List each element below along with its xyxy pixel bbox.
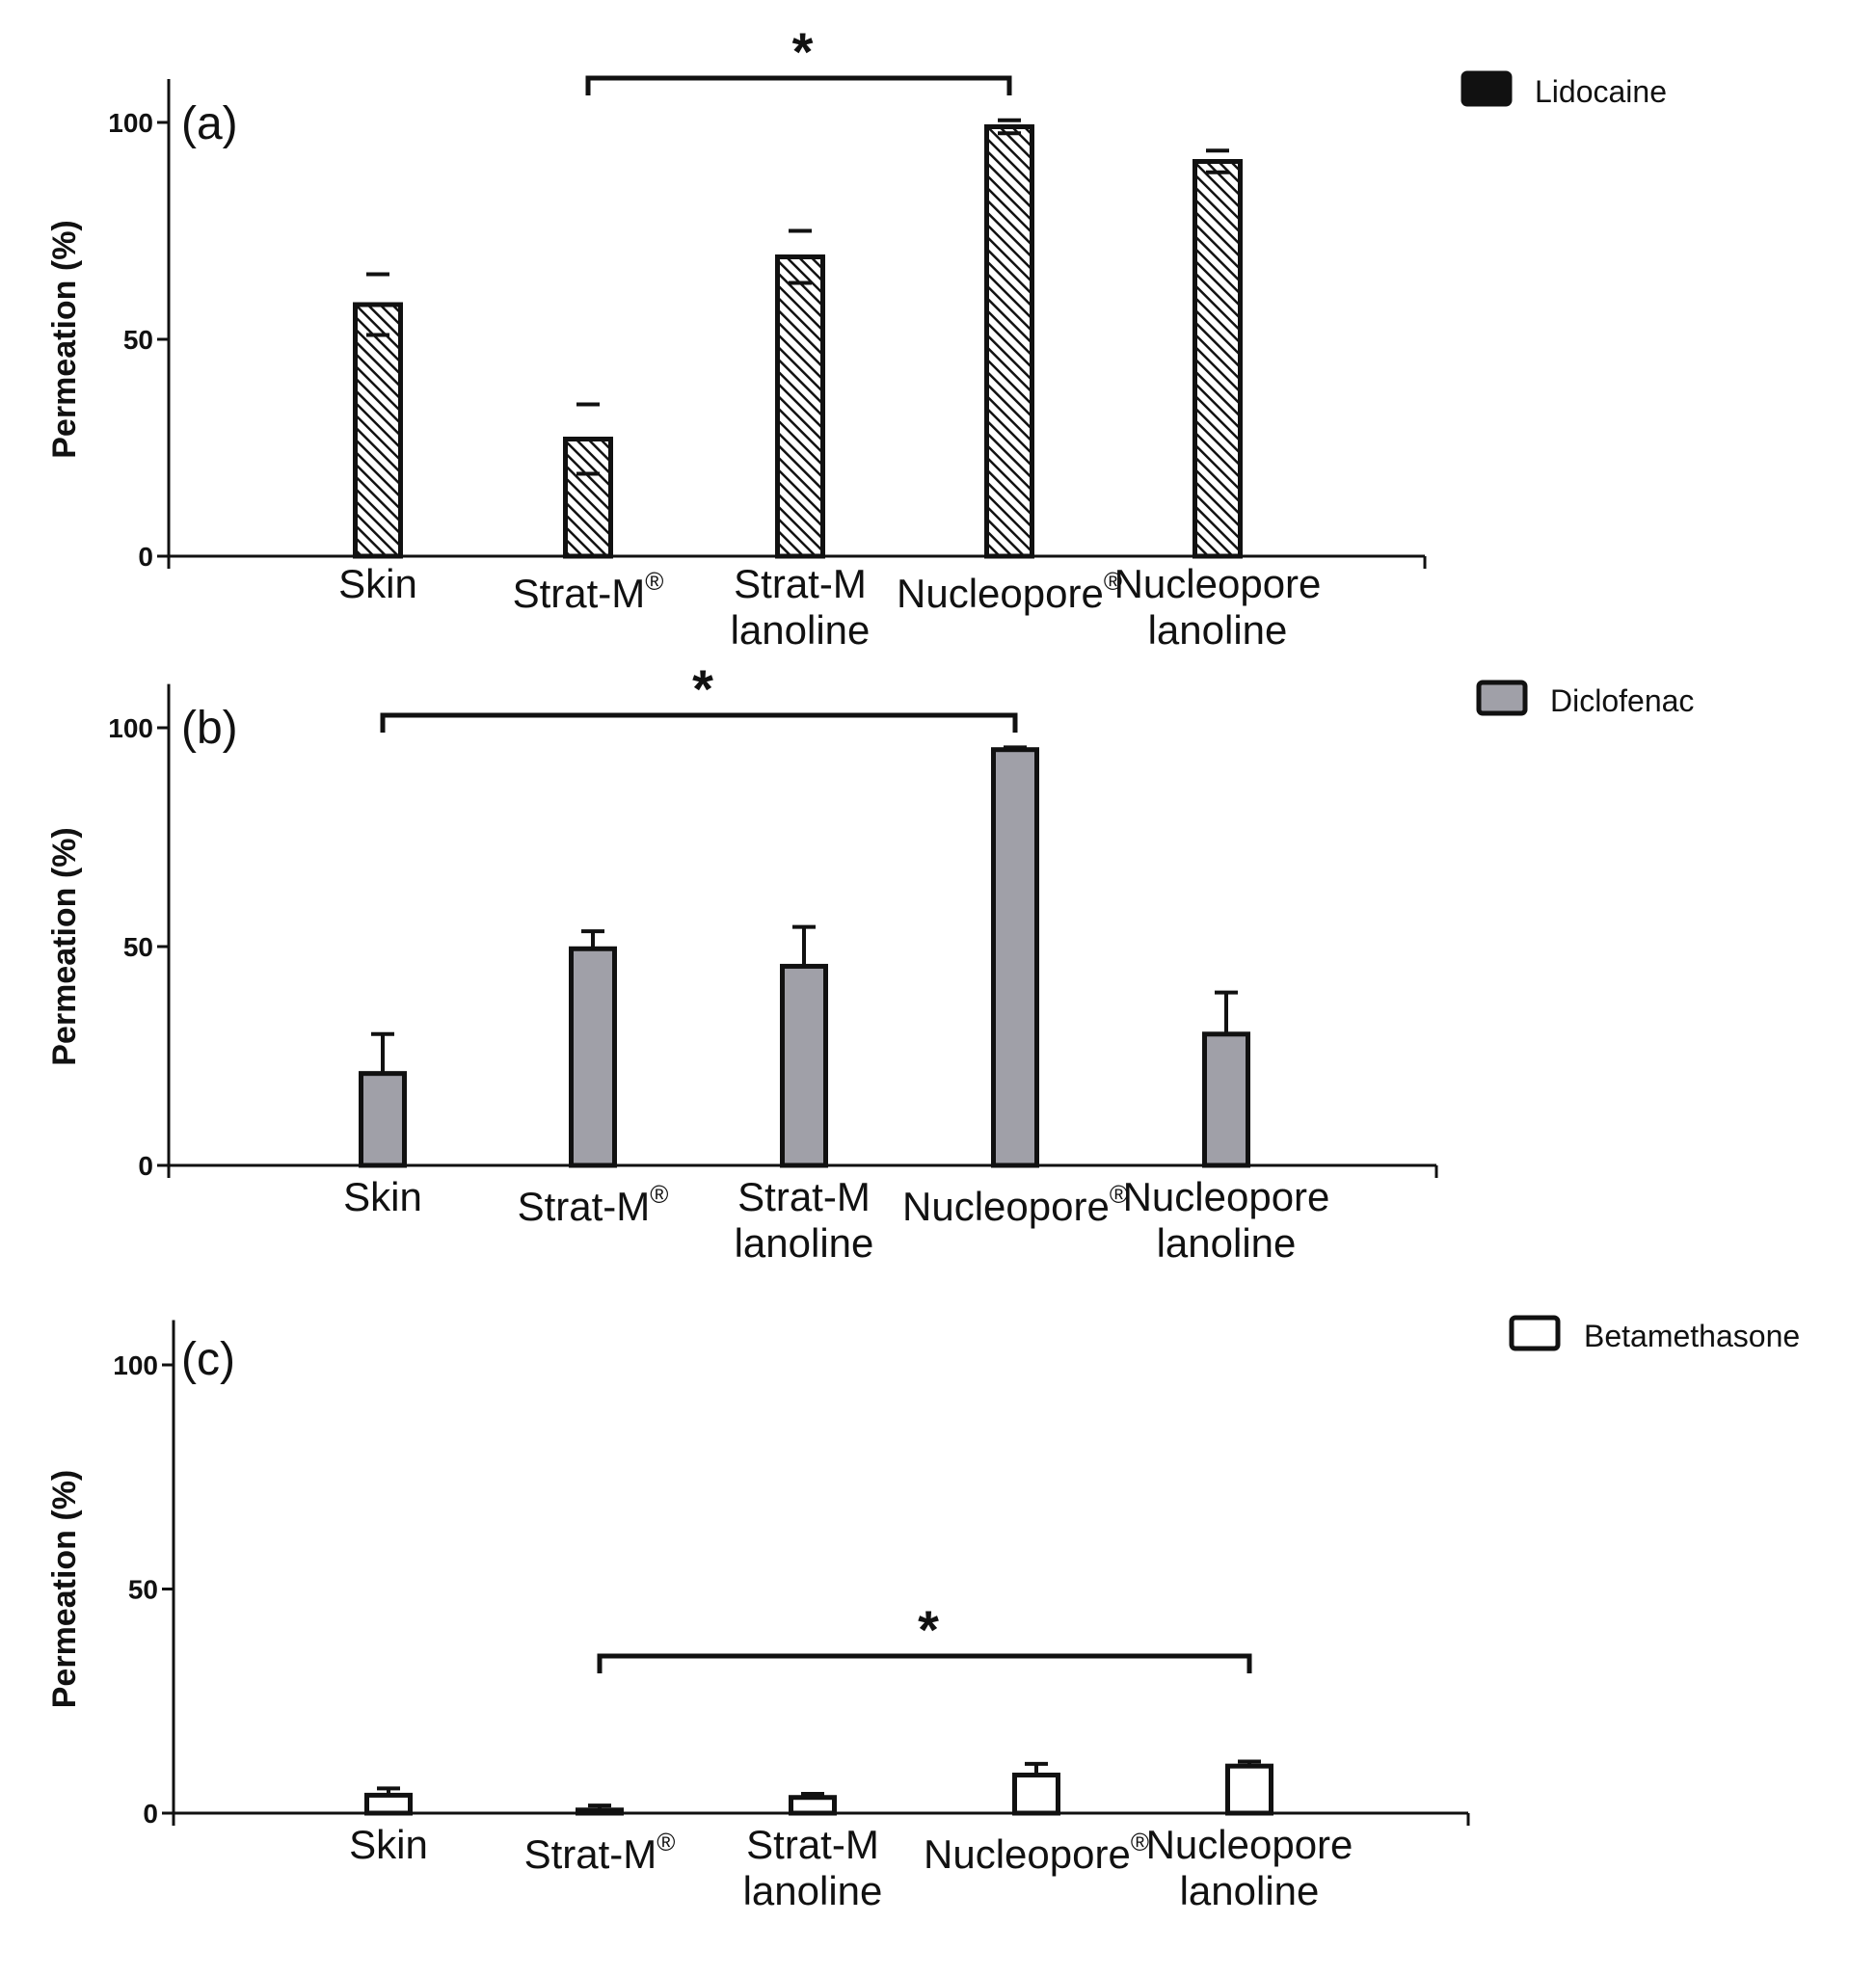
y-axis-label: Permeation (%) xyxy=(46,827,83,1066)
y-axis-label: Permeation (%) xyxy=(46,220,83,459)
legend-label: Diclofenac xyxy=(1550,683,1694,718)
x-category-label: Strat-M® xyxy=(513,567,664,616)
x-category-label-line2: lanoline xyxy=(731,607,871,653)
x-category-label: Nucleopore® xyxy=(924,1828,1149,1877)
x-category-label: Nucleopore xyxy=(1114,561,1322,606)
y-tick-label: 100 xyxy=(108,713,153,743)
x-category-label: Nucleopore xyxy=(1123,1174,1330,1219)
y-tick-label: 0 xyxy=(138,1151,153,1181)
x-category-label-line2: lanoline xyxy=(735,1220,874,1266)
panel-label: (b) xyxy=(181,703,238,754)
category-superscript: ® xyxy=(1110,1180,1128,1209)
panel-label: (a) xyxy=(181,98,238,149)
bar xyxy=(563,437,613,559)
x-category-label: Skin xyxy=(343,1174,422,1219)
bar xyxy=(775,254,825,559)
bar xyxy=(1193,159,1243,559)
bar xyxy=(569,946,617,1168)
bar xyxy=(991,747,1039,1168)
bar xyxy=(359,1071,407,1168)
legend-swatch xyxy=(1509,1315,1561,1351)
significance-star: * xyxy=(792,21,814,82)
x-category-label: Strat-M xyxy=(746,1822,879,1867)
bar xyxy=(364,1792,413,1816)
category-superscript: ® xyxy=(650,1180,668,1209)
bar xyxy=(780,963,828,1168)
bar xyxy=(1202,1031,1250,1168)
bar xyxy=(984,124,1034,559)
x-category-label: Strat-M® xyxy=(518,1180,669,1229)
x-category-label: Strat-M xyxy=(737,1174,871,1219)
bar xyxy=(1012,1772,1060,1816)
legend-swatch xyxy=(1461,70,1513,107)
category-superscript: ® xyxy=(1104,567,1122,596)
x-category-label: Skin xyxy=(349,1822,428,1867)
bar xyxy=(576,1807,624,1816)
x-category-label-line2: lanoline xyxy=(1157,1220,1297,1266)
significance-star: * xyxy=(692,658,713,719)
panel-label: (c) xyxy=(181,1334,235,1385)
y-tick-label: 50 xyxy=(123,932,153,962)
legend-label: Betamethasone xyxy=(1584,1319,1800,1353)
x-category-label: Nucleopore® xyxy=(897,567,1122,616)
legend-label: Lidocaine xyxy=(1535,74,1667,109)
bar xyxy=(353,302,403,559)
bar xyxy=(1225,1763,1273,1816)
x-category-label: Nucleopore xyxy=(1146,1822,1353,1867)
y-tick-label: 50 xyxy=(128,1575,158,1605)
x-category-label: Strat-M xyxy=(734,561,867,606)
x-category-label: Nucleopore® xyxy=(902,1180,1128,1229)
y-tick-label: 100 xyxy=(113,1350,158,1380)
x-category-label: Skin xyxy=(338,561,417,606)
category-superscript: ® xyxy=(645,567,663,596)
significance-star: * xyxy=(918,1599,939,1660)
x-category-label-line2: lanoline xyxy=(1180,1868,1320,1913)
x-category-label: Strat-M® xyxy=(524,1828,676,1877)
legend-swatch xyxy=(1476,680,1528,716)
bar xyxy=(789,1795,837,1816)
y-tick-label: 50 xyxy=(123,325,153,355)
significance-bracket xyxy=(380,712,1018,733)
x-category-label-line2: lanoline xyxy=(1148,607,1288,653)
x-category-label-line2: lanoline xyxy=(743,1868,883,1913)
y-axis-label: Permeation (%) xyxy=(46,1470,83,1709)
y-tick-label: 100 xyxy=(108,108,153,138)
significance-bracket xyxy=(597,1653,1252,1673)
y-tick-label: 0 xyxy=(138,542,153,572)
y-tick-label: 0 xyxy=(143,1799,158,1829)
category-superscript: ® xyxy=(657,1828,675,1857)
significance-bracket xyxy=(585,75,1012,95)
category-superscript: ® xyxy=(1131,1828,1149,1857)
